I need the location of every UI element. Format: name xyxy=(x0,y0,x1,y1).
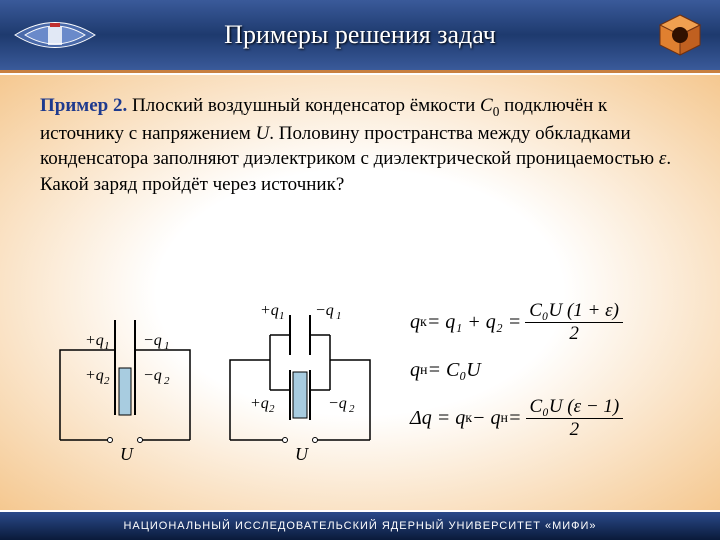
text: Плоский воздушный конденсатор ёмкости xyxy=(127,95,480,116)
numerator: C₀U (1 + ε) xyxy=(525,300,623,323)
svg-text:−q: −q xyxy=(143,332,162,349)
equation-3: Δq = qк − qн = C₀U (ε − 1) 2 xyxy=(410,396,680,441)
denominator: 2 xyxy=(566,419,584,441)
fraction: C₀U (1 + ε) 2 xyxy=(525,300,623,345)
equation-2: qн = C₀U xyxy=(410,359,680,382)
diagrams-row: +q1 −q1 +q2 −q2 U xyxy=(40,300,680,475)
footer-text: НАЦИОНАЛЬНЫЙ ИССЛЕДОВАТЕЛЬСКИЙ ЯДЕРНЫЙ У… xyxy=(123,520,596,532)
svg-text:−q: −q xyxy=(328,395,347,412)
svg-text:1: 1 xyxy=(164,340,170,352)
svg-text:U: U xyxy=(120,444,134,464)
eq-sub: к xyxy=(465,411,472,427)
svg-text:2: 2 xyxy=(104,375,110,387)
problem-statement: Пример 2. Плоский воздушный конденсатор … xyxy=(40,93,680,198)
problem-label: Пример 2. xyxy=(40,95,127,116)
university-emblem-icon xyxy=(10,5,100,65)
eq-text: q xyxy=(410,311,420,334)
symbol-u: U xyxy=(256,123,270,144)
svg-text:2: 2 xyxy=(349,403,355,415)
circuit-diagram-2: +q1 −q1 +q2 −q2 U xyxy=(210,300,390,475)
eq-text: Δq = q xyxy=(410,407,465,430)
equations-block: qк = q₁ + q₂ = C₀U (1 + ε) 2 qн = C₀U Δq… xyxy=(390,300,680,455)
eq-text: q xyxy=(410,359,420,382)
page-title: Примеры решения задач xyxy=(224,20,496,50)
footer: НАЦИОНАЛЬНЫЙ ИССЛЕДОВАТЕЛЬСКИЙ ЯДЕРНЫЙ У… xyxy=(0,512,720,540)
svg-text:1: 1 xyxy=(104,340,110,352)
cube-logo-icon xyxy=(655,10,705,60)
svg-text:2: 2 xyxy=(164,375,170,387)
svg-text:U: U xyxy=(295,444,309,464)
numerator: C₀U (ε − 1) xyxy=(526,396,624,419)
denominator: 2 xyxy=(565,323,583,345)
svg-text:+q: +q xyxy=(250,395,269,412)
svg-text:2: 2 xyxy=(269,403,275,415)
eq-text: = C₀U xyxy=(428,359,481,382)
svg-text:−q: −q xyxy=(315,302,334,319)
svg-text:1: 1 xyxy=(336,310,342,322)
circuit-diagram-1: +q1 −q1 +q2 −q2 U xyxy=(40,300,210,475)
svg-text:1: 1 xyxy=(279,310,285,322)
eq-sub: н xyxy=(420,363,428,379)
eq-text: = q₁ + q₂ = xyxy=(427,311,521,334)
fraction: C₀U (ε − 1) 2 xyxy=(526,396,624,441)
eq-text: = xyxy=(508,407,522,430)
symbol-c: C xyxy=(480,95,493,116)
eq-sub: н xyxy=(501,411,509,427)
svg-text:+q: +q xyxy=(260,302,279,319)
content-area: Пример 2. Плоский воздушный конденсатор … xyxy=(0,75,720,510)
header: Примеры решения задач xyxy=(0,0,720,73)
eq-sub: к xyxy=(420,315,427,331)
equation-1: qк = q₁ + q₂ = C₀U (1 + ε) 2 xyxy=(410,300,680,345)
svg-text:−q: −q xyxy=(143,367,162,384)
eq-text: − q xyxy=(472,407,501,430)
svg-text:+q: +q xyxy=(85,367,104,384)
svg-text:+q: +q xyxy=(85,332,104,349)
